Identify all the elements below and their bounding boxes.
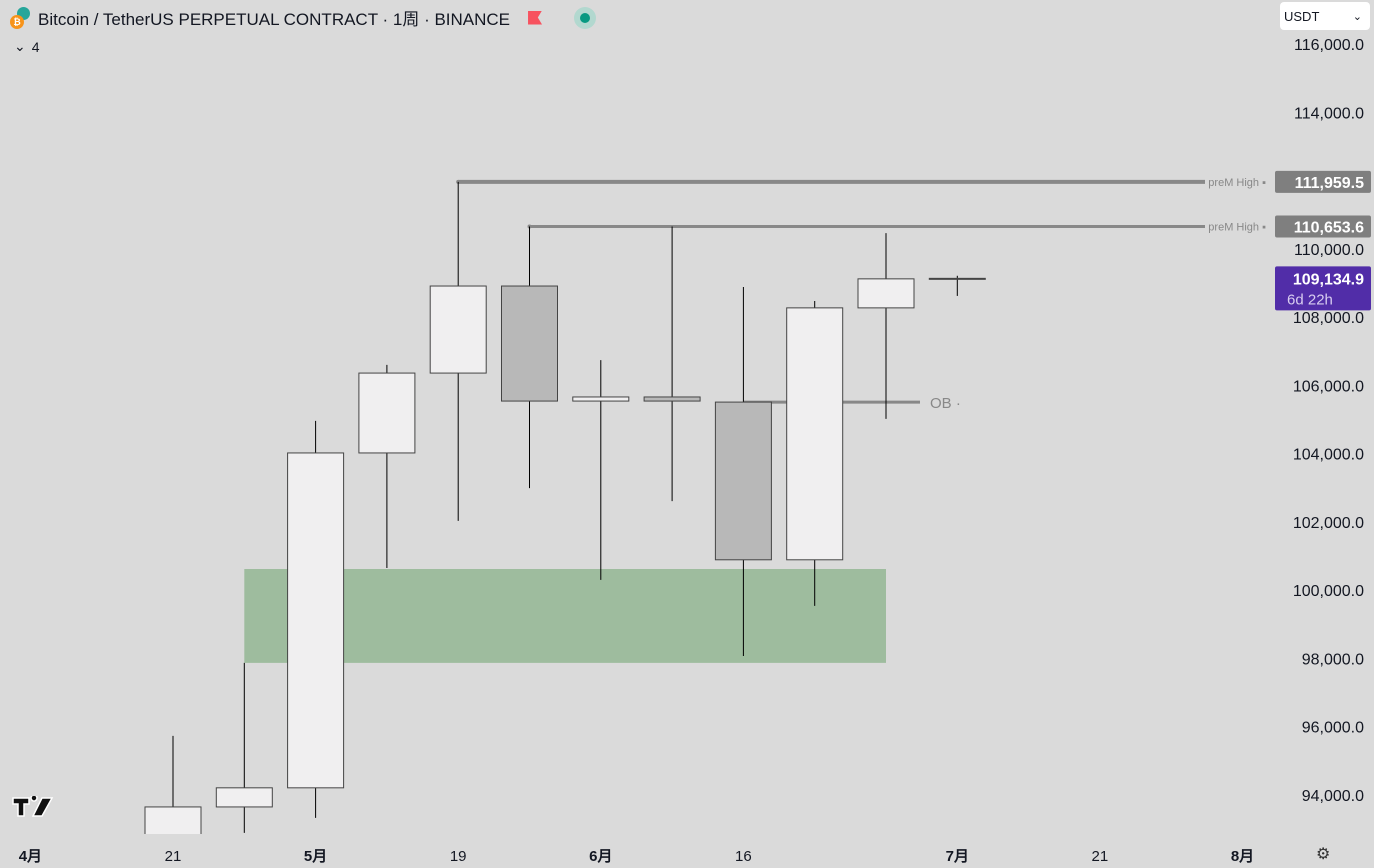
candle-body xyxy=(358,372,416,454)
candle-body xyxy=(643,396,701,402)
time-axis-tick: 21 xyxy=(165,848,182,865)
indicators-toggle[interactable]: ⌄ 4 xyxy=(14,38,40,55)
candle-body xyxy=(144,806,202,834)
currency-value: USDT xyxy=(1284,8,1320,24)
time-axis-tick: 16 xyxy=(735,848,752,865)
candle-body xyxy=(429,285,487,374)
candle-body xyxy=(287,452,345,789)
candle xyxy=(287,420,345,818)
chevron-down-icon: ⌄ xyxy=(14,38,26,54)
time-axis-tick: 4月 xyxy=(19,848,42,865)
candle xyxy=(643,226,701,502)
candle xyxy=(857,233,915,419)
candle xyxy=(358,364,416,568)
indicators-count: 4 xyxy=(31,38,40,55)
settings-icon[interactable]: ⚙ xyxy=(1316,846,1331,863)
market-open-status-icon[interactable] xyxy=(574,6,597,29)
currency-select[interactable]: USDT ⌄ xyxy=(1280,2,1370,30)
time-axis-tick: 19 xyxy=(450,848,467,865)
price-axis-tick: 102,000.0 xyxy=(1293,515,1364,532)
candle xyxy=(786,301,844,606)
candle xyxy=(928,275,986,296)
prem-high-price-badge xyxy=(1275,215,1371,238)
last-price-value: 109,134.9 xyxy=(1293,271,1364,288)
time-axis-tick: 6月 xyxy=(589,848,612,865)
candle-body xyxy=(572,396,630,402)
candle-body xyxy=(928,277,986,280)
prem-high-price-badge xyxy=(1275,170,1371,193)
bitcoin-tether-icon: ₿ xyxy=(10,6,30,29)
last-price-countdown: 6d 22h xyxy=(1287,291,1333,308)
prem-high-label: preM High ▪ xyxy=(1208,177,1266,189)
candle xyxy=(714,287,772,657)
price-axis-tick: 98,000.0 xyxy=(1302,651,1364,668)
candle xyxy=(429,181,487,521)
price-axis-tick: 106,000.0 xyxy=(1293,378,1364,395)
candle-body xyxy=(786,307,844,561)
last-price-badge xyxy=(1275,266,1371,311)
price-axis-tick: 110,000.0 xyxy=(1294,242,1364,259)
prem-high-label: preM High ▪ xyxy=(1208,222,1266,234)
price-axis-tick: 114,000.0 xyxy=(1294,105,1364,122)
chevron-down-icon: ⌄ xyxy=(1352,10,1362,23)
time-axis-tick: 7月 xyxy=(946,848,969,865)
price-axis-tick: 104,000.0 xyxy=(1293,447,1364,464)
price-axis-tick: 96,000.0 xyxy=(1302,720,1364,737)
candle xyxy=(501,226,558,489)
candle-body xyxy=(857,278,915,309)
candle-body xyxy=(714,401,772,561)
price-axis-tick: 108,000.0 xyxy=(1293,310,1364,327)
price-axis-tick: 116,000.0 xyxy=(1294,37,1364,54)
flag-icon[interactable] xyxy=(528,10,543,25)
candle xyxy=(215,662,273,833)
ob-label: OB · xyxy=(930,395,961,412)
candle-body xyxy=(501,285,558,402)
candle xyxy=(144,735,202,834)
time-axis-tick: 21 xyxy=(1092,848,1109,865)
price-axis-tick: 94,000.0 xyxy=(1302,788,1364,805)
candle xyxy=(572,360,630,580)
time-axis-tick: 8月 xyxy=(1231,848,1254,865)
time-axis-tick: 5月 xyxy=(304,848,327,865)
price-axis-tick: 100,000.0 xyxy=(1293,583,1364,600)
prem-high-price: 110,653.6 xyxy=(1294,220,1364,237)
demand-zone xyxy=(244,569,887,663)
symbol-header[interactable]: ₿ Bitcoin / TetherUS PERPETUAL CONTRACT … xyxy=(10,5,597,30)
prem-high-price: 111,959.5 xyxy=(1295,175,1365,192)
symbol-title: Bitcoin / TetherUS PERPETUAL CONTRACT · … xyxy=(38,10,511,29)
tradingview-logo[interactable] xyxy=(12,796,54,818)
candle-body xyxy=(215,787,273,808)
